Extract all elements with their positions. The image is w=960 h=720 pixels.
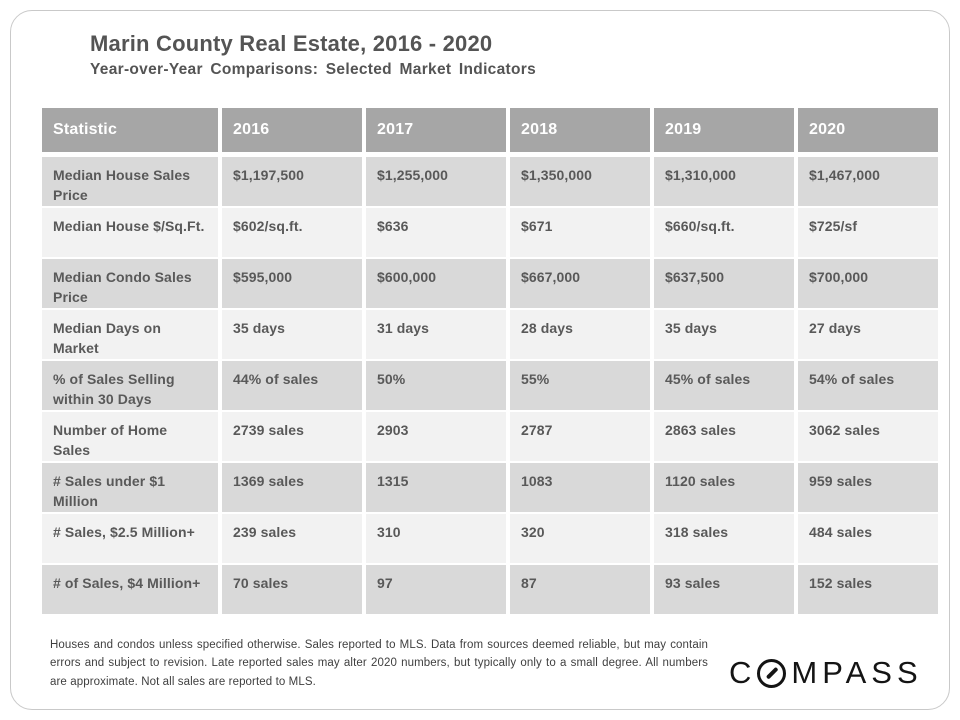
column-header-2017: 2017 [366,108,506,152]
table-cell: 484 sales [798,514,938,563]
table-cell: $725/sf [798,208,938,257]
table-cell: $1,197,500 [222,157,362,206]
table-cell: 35 days [222,310,362,359]
compass-logo-text-mpass: MPASS [791,655,923,690]
table-cell: 959 sales [798,463,938,512]
table-cell: 2739 sales [222,412,362,461]
table-cell: 54% of sales [798,361,938,410]
table-cell: 31 days [366,310,506,359]
column-header-2018: 2018 [510,108,650,152]
table-cell: $660/sq.ft. [654,208,794,257]
column-header-2016: 2016 [222,108,362,152]
column-header-2019: 2019 [654,108,794,152]
row-label: Median Days on Market [42,310,218,359]
table-cell: 1315 [366,463,506,512]
row-label: # Sales, $2.5 Million+ [42,514,218,563]
table-cell: $636 [366,208,506,257]
table-cell: 2903 [366,412,506,461]
row-label: Number of Home Sales [42,412,218,461]
market-indicators-table: Statistic 2016 2017 2018 2019 2020 Media… [42,108,938,614]
disclaimer-text: Houses and condos unless specified other… [50,639,708,688]
table-header-row: Statistic 2016 2017 2018 2019 2020 [42,108,938,152]
table-cell: 97 [366,565,506,614]
table-cell: 310 [366,514,506,563]
table-cell: 2787 [510,412,650,461]
table-cell: 50% [366,361,506,410]
table-cell: $667,000 [510,259,650,308]
table-cell: $1,467,000 [798,157,938,206]
row-label: Median Condo Sales Price [42,259,218,308]
table-cell: 44% of sales [222,361,362,410]
table-cell: 1120 sales [654,463,794,512]
table-cell: 1369 sales [222,463,362,512]
table-cell: 70 sales [222,565,362,614]
table-cell: 152 sales [798,565,938,614]
row-label: Median House $/Sq.Ft. [42,208,218,257]
table-cell: $600,000 [366,259,506,308]
table-cell: $1,255,000 [366,157,506,206]
table-cell: 239 sales [222,514,362,563]
page-subtitle: Year-over-Year Comparisons: Selected Mar… [90,61,537,78]
table-cell: $595,000 [222,259,362,308]
compass-slashed-o-icon [757,658,787,688]
column-header-statistic: Statistic [42,108,218,152]
table-cell: 35 days [654,310,794,359]
table-cell: 320 [510,514,650,563]
table-cell: 3062 sales [798,412,938,461]
table-body: Median House Sales Price $1,197,500 $1,2… [42,157,938,614]
row-label: Median House Sales Price [42,157,218,206]
compass-logo-text-c: C [729,655,757,690]
row-label: # of Sales, $4 Million+ [42,565,218,614]
table-cell: 87 [510,565,650,614]
row-label: # Sales under $1 Million [42,463,218,512]
row-label: % of Sales Selling within 30 Days [42,361,218,410]
column-header-2020: 2020 [798,108,938,152]
page-title: Marin County Real Estate, 2016 - 2020 [90,31,493,56]
table-cell: 93 sales [654,565,794,614]
table-cell: 2863 sales [654,412,794,461]
table-cell: $1,310,000 [654,157,794,206]
table-cell: 55% [510,361,650,410]
table-cell: 1083 [510,463,650,512]
table-cell: 27 days [798,310,938,359]
table-cell: 318 sales [654,514,794,563]
compass-logo: C MPASS [729,655,923,691]
table-cell: $671 [510,208,650,257]
table-cell: $602/sq.ft. [222,208,362,257]
table-cell: 45% of sales [654,361,794,410]
table-cell: $637,500 [654,259,794,308]
table-cell: $700,000 [798,259,938,308]
table-cell: 28 days [510,310,650,359]
table-cell: $1,350,000 [510,157,650,206]
